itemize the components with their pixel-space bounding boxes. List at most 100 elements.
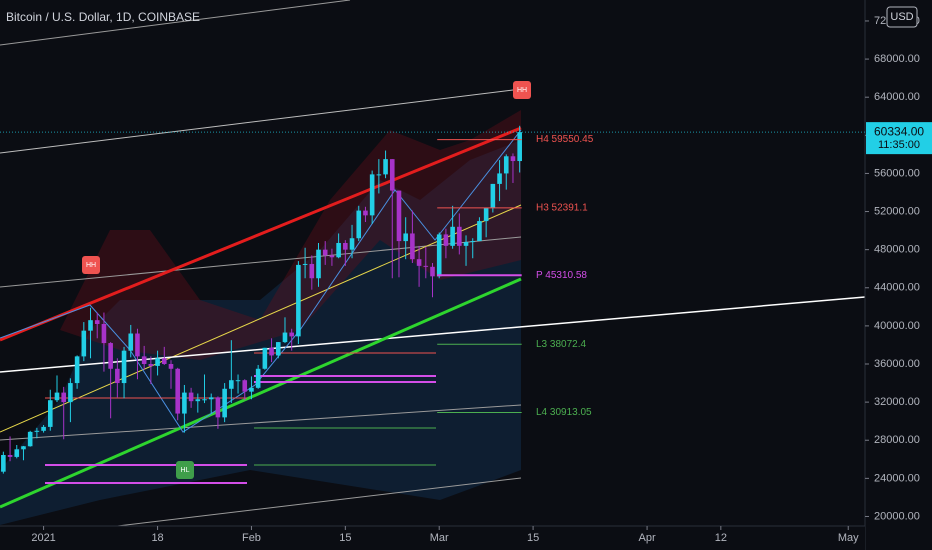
candle-body [68, 383, 73, 403]
trend-line [0, 88, 522, 154]
candle-body [21, 446, 26, 450]
last-price-box [866, 122, 932, 155]
candle-body [497, 173, 502, 184]
x-tick-label: Feb [242, 532, 261, 544]
candle-body [182, 392, 187, 414]
candle-body [121, 350, 127, 384]
candle-body [215, 397, 221, 418]
countdown: 11:35:00 [878, 139, 920, 151]
marker-badge [82, 256, 100, 274]
zigzag [0, 129, 522, 433]
candle-body [517, 132, 522, 162]
candle-body [336, 242, 341, 258]
price-axis [865, 0, 932, 550]
candle-body [242, 380, 248, 392]
candle-body [208, 397, 214, 400]
candle-body [188, 392, 194, 402]
marker-badge [176, 461, 194, 479]
candle-body [343, 242, 348, 250]
x-tick-label: Mar [430, 532, 449, 544]
last-price-label: 60334.00 [874, 124, 924, 138]
x-tick-label: Apr [639, 532, 656, 544]
candle-body [168, 364, 174, 369]
candle-body [222, 388, 227, 418]
candle-body [74, 356, 80, 384]
candle-body [410, 233, 415, 260]
candle-body [47, 400, 53, 427]
candle-body [349, 238, 355, 250]
candle-body [296, 264, 301, 337]
candle-body [101, 323, 107, 344]
x-tick-label: 2021 [31, 532, 55, 544]
candle-body [356, 210, 362, 239]
pivot-label: L4 30913.05 [536, 407, 592, 418]
candle-body [255, 368, 261, 388]
candle-body [1, 455, 6, 472]
marker-badge [513, 81, 531, 99]
candle-body [235, 380, 241, 382]
y-tick-label: 24000.00 [874, 472, 920, 484]
marker-label: HH [86, 262, 96, 269]
y-tick-label: 56000.00 [874, 167, 920, 179]
y-tick-label: 52000.00 [874, 205, 920, 217]
candle-body [416, 259, 422, 266]
y-tick-label: 20000.00 [874, 510, 920, 522]
candle-body [108, 343, 113, 369]
y-tick-label: 32000.00 [874, 396, 920, 408]
candle-body [61, 392, 67, 403]
candle-body [115, 368, 120, 384]
x-tick-label: 15 [339, 532, 351, 544]
chart-title: Bitcoin / U.S. Dollar, 1D, COINBASE [6, 10, 200, 24]
x-tick-label: May [838, 532, 859, 544]
candle-body [510, 156, 516, 162]
channel-bottom [0, 277, 522, 509]
marker-label: HL [181, 467, 190, 474]
candle-body [369, 174, 375, 216]
candle-body [7, 455, 13, 457]
trend-line [0, 0, 351, 46]
y-tick-label: 68000.00 [874, 53, 920, 65]
candle-body [316, 249, 321, 279]
trend-line [0, 404, 522, 441]
candle-body [436, 234, 442, 277]
candle-body [202, 399, 207, 401]
candle-body [249, 387, 254, 392]
candle-body [195, 399, 201, 402]
candle-body [88, 320, 93, 331]
marker-label: HH [517, 87, 527, 94]
candle-body [503, 156, 509, 174]
candle-body [262, 347, 268, 369]
candle-body [34, 430, 40, 432]
candle-body [14, 449, 20, 457]
candle-body [457, 226, 462, 246]
pivot-label: H3 52391.1 [536, 202, 588, 213]
candle-body [275, 342, 281, 356]
pivot-label: P 45310.58 [536, 270, 587, 281]
candle-body [376, 174, 382, 176]
candle-body [383, 159, 388, 175]
candle-body [54, 392, 60, 401]
candle-body [396, 190, 402, 242]
candle-body [490, 183, 496, 208]
candle-body [161, 358, 167, 365]
candle-body [322, 249, 328, 256]
trend-line [0, 204, 522, 433]
candle-body [470, 241, 476, 243]
candle-body [430, 266, 435, 277]
candle-body [483, 207, 489, 222]
candle-body [128, 333, 134, 351]
pivot-label: H4 59550.45 [536, 134, 594, 145]
y-tick-label: 28000.00 [874, 434, 920, 446]
volume-cloud [0, 140, 521, 525]
y-tick-label: 40000.00 [874, 320, 920, 332]
x-tick-label: 12 [715, 532, 727, 544]
candle-body [155, 358, 160, 366]
trend-line [0, 236, 522, 288]
candle-body [329, 255, 335, 258]
candle-body [282, 332, 288, 343]
y-tick-label: 36000.00 [874, 358, 920, 370]
candle-body [363, 210, 368, 216]
candle-body [141, 356, 147, 365]
